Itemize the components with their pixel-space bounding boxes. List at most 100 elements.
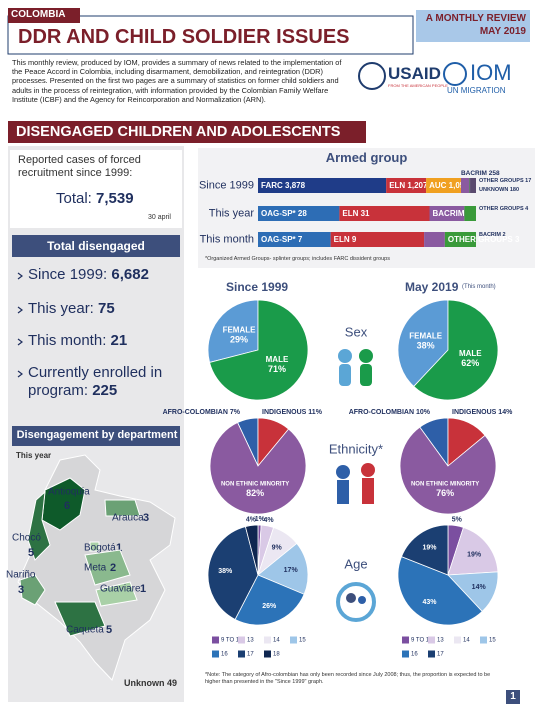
map-region <box>89 541 100 552</box>
slice-value: 17% <box>284 567 299 574</box>
legend-label: 14 <box>273 638 280 644</box>
usaid-tagline: FROM THE AMERICAN PEOPLE <box>388 83 448 88</box>
total-header <box>12 235 180 257</box>
bar-segment <box>470 178 476 193</box>
slice-value: 4% <box>264 517 275 524</box>
segment-value: 1,207 <box>407 181 428 190</box>
bar-segment <box>339 206 430 221</box>
pie-slice <box>413 299 499 401</box>
segment-name: OTHER GROUPS <box>448 235 514 244</box>
region-value: 3 <box>18 584 24 596</box>
map-region <box>95 581 138 607</box>
region-name: Meta <box>84 563 107 574</box>
legend-swatch <box>402 636 409 644</box>
segment-label: ELN 1,207 <box>389 181 428 190</box>
legend-swatch <box>290 636 297 644</box>
item-value: 21 <box>110 332 128 349</box>
country-tag <box>8 8 80 23</box>
item: This year: 75 <box>28 300 178 318</box>
bar-segment <box>426 178 461 193</box>
legend-swatch <box>402 650 409 658</box>
pie-slice <box>207 299 259 363</box>
slice-value: 1% <box>255 516 266 523</box>
iom-tagline: UN MIGRATION <box>447 86 506 95</box>
item-label: Since 1999: <box>28 266 108 283</box>
slice-name: NON ETHNIC MINORITY <box>411 481 479 487</box>
slice-name: FEMALE <box>409 331 443 340</box>
legend-swatch <box>264 650 271 658</box>
recruitment-total: Total: 7,539 <box>56 190 134 207</box>
pie-slice <box>400 524 449 576</box>
intro: This monthly review, produced by IOM, pr… <box>12 58 342 104</box>
armed-title: Armed group <box>325 150 408 165</box>
bullet-arrow <box>17 306 23 314</box>
segment-label: OAG-SP* 7 <box>261 235 303 244</box>
segment-label: BACRIM 258 <box>461 170 500 177</box>
bar-segment <box>444 232 476 247</box>
bar-segment <box>258 178 387 193</box>
period-since: Since 1999 <box>226 280 289 294</box>
segment-name: ELN <box>342 209 358 218</box>
row-label: Since 1999 <box>199 179 254 191</box>
slice-value: 38% <box>218 568 233 575</box>
region-name: Guaviare <box>100 584 141 595</box>
slice-name: INDIGENOUS <box>452 409 497 416</box>
segment-value: 7 <box>298 235 303 244</box>
pie-slice <box>257 542 309 595</box>
region-value: 2 <box>110 562 116 574</box>
item-label: This month: <box>28 332 107 349</box>
legend-label: 9 TO 12 <box>221 638 243 644</box>
region-name: Bogotá <box>84 543 116 554</box>
bullet-arrow <box>17 272 23 280</box>
region-value: 3 <box>143 512 149 524</box>
bar-segment <box>424 232 445 247</box>
bar-segment <box>429 206 465 221</box>
section-title: DISENGAGED CHILDREN AND ADOLESCENTS <box>16 124 341 140</box>
segment-name: OAG-SP* <box>261 209 297 218</box>
legend-label: 17 <box>437 652 444 658</box>
slice-value: 7% <box>230 409 241 416</box>
review-date: MAY 2019 <box>479 26 526 37</box>
total-value: 7,539 <box>96 190 134 207</box>
segment-name: BACRIM <box>479 232 501 238</box>
pie-note: *Note: The category of Afro-colombian ha… <box>205 672 491 685</box>
slice-name: AFRO-COLOMBIAN <box>163 409 228 416</box>
segment-value: 1,055 <box>449 181 470 190</box>
region-value: 1 <box>116 542 122 554</box>
segment-label: OTHER GROUPS 17 <box>479 178 531 184</box>
row-title: Ethnicity* <box>329 441 383 456</box>
legend-swatch <box>428 650 435 658</box>
segment-label: ELN 9 <box>334 235 357 244</box>
legend-swatch <box>264 636 271 644</box>
segment-name: BACRIM <box>461 170 487 177</box>
recruitment-date: 30 april <box>148 214 171 221</box>
segment-label: OTHER GROUPS 3 <box>448 235 520 244</box>
unknown-label: Unknown <box>124 678 165 688</box>
iom-logo: IOM <box>470 60 512 85</box>
segment-name: ELN <box>389 181 405 190</box>
slice-value: 9% <box>272 545 283 552</box>
title-frame <box>7 15 414 55</box>
item: Since 1999: 6,682 <box>28 266 178 284</box>
item: This month: 21 <box>28 332 178 350</box>
slice-label: AFRO-COLOMBIAN 7% <box>163 409 241 416</box>
legend-swatch <box>238 650 245 658</box>
item-label: Currently enrolled in program: <box>28 364 163 399</box>
sex-icon <box>338 349 373 386</box>
armed-footnote: *Organized Armed Groups- splinter groups… <box>205 256 390 262</box>
slice-name: MALE <box>266 355 289 364</box>
region-name: Nariño <box>6 570 36 581</box>
legend-label: 13 <box>437 638 444 644</box>
legend-label: 17 <box>247 652 254 658</box>
segment-label: FARC 3,878 <box>261 181 306 190</box>
segment-value: 31 <box>361 209 370 218</box>
ethnicity-icon <box>336 463 375 504</box>
legend-label: 16 <box>411 652 418 658</box>
slice-value: 26% <box>262 603 277 610</box>
slice-value: 14% <box>472 584 487 591</box>
segment-name: OAG-SP* <box>261 235 297 244</box>
recruitment-box <box>10 150 182 228</box>
legend-label: 16 <box>221 652 228 658</box>
slice-value: 19% <box>467 552 482 559</box>
